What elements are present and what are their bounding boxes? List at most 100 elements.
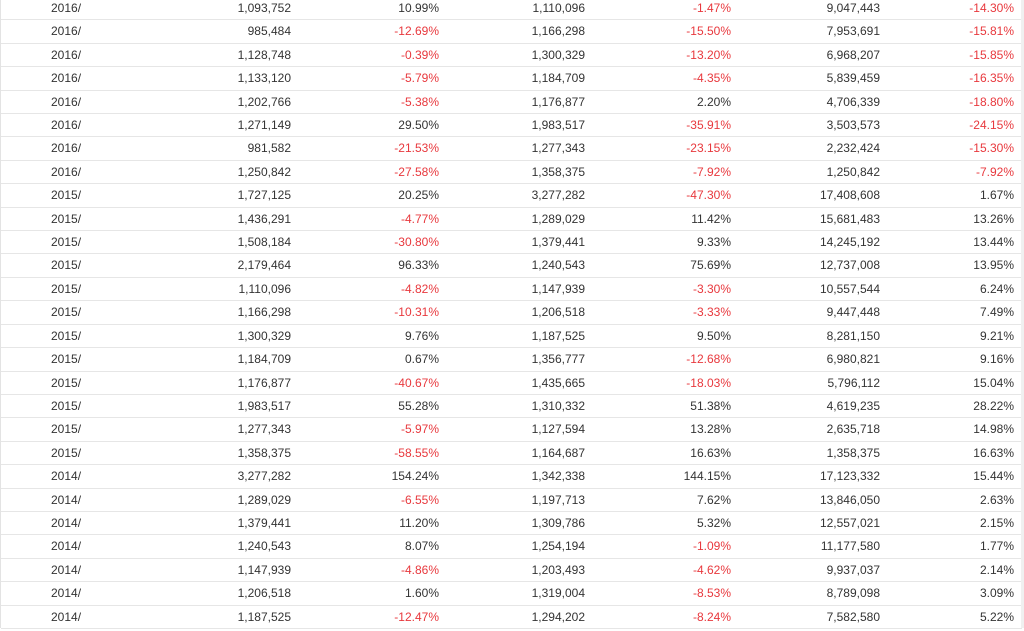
cell-month: 2016/07 (1, 19, 81, 44)
cell-cumulative-e: 3,503,573 (739, 113, 888, 138)
cell-value-a: 1,250,842 (81, 160, 299, 185)
cell-value-a: 1,202,766 (81, 90, 299, 115)
cell-cumulative-e: 5,796,112 (739, 371, 888, 395)
table-row: 2014/111,289,029-6.55%1,197,7137.62%13,8… (1, 488, 1022, 512)
cell-value-a: 1,508,184 (81, 230, 299, 255)
cell-value-a: 1,133,120 (81, 66, 299, 91)
cell-change-d: 75.69% (593, 253, 739, 278)
cell-change-d: 7.62% (593, 488, 739, 512)
cell-change-d: 13.28% (593, 417, 739, 442)
cell-change-f: -15.85% (888, 43, 1022, 68)
cell-month: 2016/01 (1, 160, 81, 185)
cell-value-a: 1,128,748 (81, 43, 299, 68)
cell-value-c: 1,277,343 (447, 136, 593, 161)
cell-change-f: -15.81% (888, 19, 1022, 44)
cell-cumulative-e: 4,706,339 (739, 90, 888, 115)
cell-cumulative-e: 4,619,235 (739, 394, 888, 419)
table-row: 2016/051,133,120-5.79%1,184,709-4.35%5,8… (1, 66, 1022, 91)
cell-value-a: 1,379,441 (81, 511, 299, 536)
cell-change-b: -12.47% (299, 605, 447, 629)
table-row: 2015/041,176,877-40.67%1,435,665-18.03%5… (1, 371, 1022, 395)
cell-month: 2015/07 (1, 300, 81, 325)
cell-value-c: 1,203,493 (447, 558, 593, 583)
cell-value-c: 1,110,096 (447, 0, 593, 21)
cell-month: 2015/11 (1, 207, 81, 232)
cell-cumulative-e: 7,582,580 (739, 605, 888, 629)
cell-month: 2014/11 (1, 488, 81, 512)
cell-value-c: 3,277,282 (447, 183, 593, 208)
cell-cumulative-e: 8,281,150 (739, 324, 888, 349)
cell-change-f: 2.15% (888, 511, 1022, 536)
cell-value-a: 1,983,517 (81, 394, 299, 419)
cell-value-c: 1,289,029 (447, 207, 593, 232)
cell-month: 2015/05 (1, 347, 81, 372)
cell-change-d: 144.15% (593, 464, 739, 489)
cell-month: 2014/10 (1, 511, 81, 536)
table-row: 2015/101,508,184-30.80%1,379,4419.33%14,… (1, 230, 1022, 255)
table-row: 2014/081,147,939-4.86%1,203,493-4.62%9,9… (1, 558, 1022, 583)
cell-value-c: 1,300,329 (447, 43, 593, 68)
cell-month: 2016/06 (1, 43, 81, 68)
cell-value-a: 1,147,939 (81, 558, 299, 583)
table-row: 2015/021,277,343-5.97%1,127,59413.28%2,6… (1, 417, 1022, 442)
cell-value-c: 1,309,786 (447, 511, 593, 536)
table-row: 2015/092,179,46496.33%1,240,54375.69%12,… (1, 253, 1022, 278)
cell-value-a: 1,187,525 (81, 605, 299, 629)
cell-month: 2014/08 (1, 558, 81, 583)
cell-change-b: 20.25% (299, 183, 447, 208)
cell-value-a: 981,582 (81, 136, 299, 161)
cell-change-b: 55.28% (299, 394, 447, 419)
cell-value-c: 1,187,525 (447, 324, 593, 349)
cell-month: 2014/09 (1, 534, 81, 559)
table-row: 2015/051,184,7090.67%1,356,777-12.68%6,9… (1, 347, 1022, 372)
cell-month: 2016/02 (1, 136, 81, 161)
cell-change-b: 8.07% (299, 534, 447, 559)
cell-cumulative-e: 9,447,448 (739, 300, 888, 325)
cell-value-c: 1,240,543 (447, 253, 593, 278)
cell-month: 2015/09 (1, 253, 81, 278)
table-row: 2015/111,436,291-4.77%1,289,02911.42%15,… (1, 207, 1022, 232)
cell-month: 2015/06 (1, 324, 81, 349)
cell-cumulative-e: 12,737,008 (739, 253, 888, 278)
cell-month: 2016/08 (1, 0, 81, 21)
cell-month: 2014/07 (1, 581, 81, 606)
cell-change-f: -24.15% (888, 113, 1022, 138)
cell-value-a: 1,166,298 (81, 300, 299, 325)
cell-value-c: 1,176,877 (447, 90, 593, 115)
cell-change-b: -10.31% (299, 300, 447, 325)
cell-change-f: -18.80% (888, 90, 1022, 115)
cell-value-a: 1,093,752 (81, 0, 299, 21)
cell-cumulative-e: 5,839,459 (739, 66, 888, 91)
cell-cumulative-e: 1,358,375 (739, 441, 888, 466)
cell-cumulative-e: 9,047,443 (739, 0, 888, 21)
cell-change-f: 6.24% (888, 277, 1022, 302)
cell-change-f: 15.04% (888, 371, 1022, 395)
cell-change-f: 13.95% (888, 253, 1022, 278)
cell-month: 2015/02 (1, 417, 81, 442)
table-row: 2015/071,166,298-10.31%1,206,518-3.33%9,… (1, 300, 1022, 325)
cell-change-b: 11.20% (299, 511, 447, 536)
cell-change-b: 96.33% (299, 253, 447, 278)
cell-value-c: 1,184,709 (447, 66, 593, 91)
cell-change-b: -58.55% (299, 441, 447, 466)
cell-change-d: -1.09% (593, 534, 739, 559)
cell-month: 2015/04 (1, 371, 81, 395)
cell-change-f: -7.92% (888, 160, 1022, 185)
cell-cumulative-e: 7,953,691 (739, 19, 888, 44)
cell-change-d: -4.62% (593, 558, 739, 583)
cell-cumulative-e: 8,789,098 (739, 581, 888, 606)
cell-cumulative-e: 10,557,544 (739, 277, 888, 302)
cell-value-c: 1,379,441 (447, 230, 593, 255)
cell-value-c: 1,342,338 (447, 464, 593, 489)
cell-change-d: -8.53% (593, 581, 739, 606)
cell-change-b: -0.39% (299, 43, 447, 68)
cell-cumulative-e: 17,408,608 (739, 183, 888, 208)
cell-change-f: -14.30% (888, 0, 1022, 21)
cell-cumulative-e: 17,123,332 (739, 464, 888, 489)
cell-change-f: 13.26% (888, 207, 1022, 232)
cell-change-f: 15.44% (888, 464, 1022, 489)
table-row: 2015/031,983,51755.28%1,310,33251.38%4,6… (1, 394, 1022, 419)
cell-value-a: 1,240,543 (81, 534, 299, 559)
cell-change-b: -21.53% (299, 136, 447, 161)
table-row: 2014/101,379,44111.20%1,309,7865.32%12,5… (1, 511, 1022, 536)
